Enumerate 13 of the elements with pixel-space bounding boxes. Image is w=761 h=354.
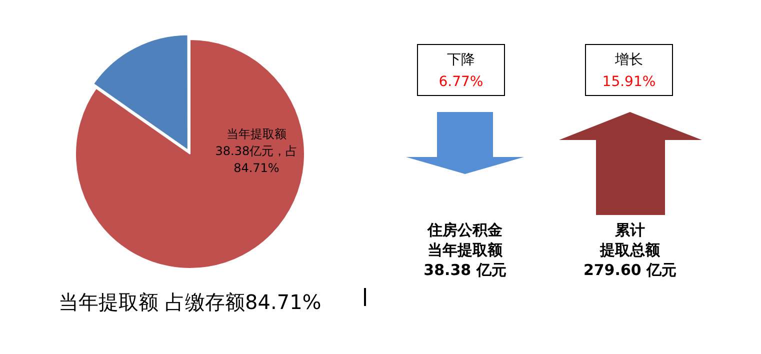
- data-label: 38.38亿元，占 84.71%: [215, 144, 298, 175]
- text: 提取总额: [598, 240, 661, 260]
- text: 累计: [614, 220, 646, 240]
- text: 下降: [446, 51, 476, 70]
- text: 38.38 亿元: [422, 260, 508, 280]
- text: 当年提取额 占缴存额84.71%: [58, 290, 322, 314]
- slice-label: 当年提取额: [226, 126, 286, 141]
- text: 增长: [614, 51, 644, 70]
- text: 住房公积金: [426, 220, 504, 240]
- text: 15.91%: [601, 73, 657, 92]
- text: 当年提取额: [426, 240, 504, 260]
- text: 6.77%: [438, 73, 484, 92]
- text: 279.60 亿元: [582, 260, 678, 280]
